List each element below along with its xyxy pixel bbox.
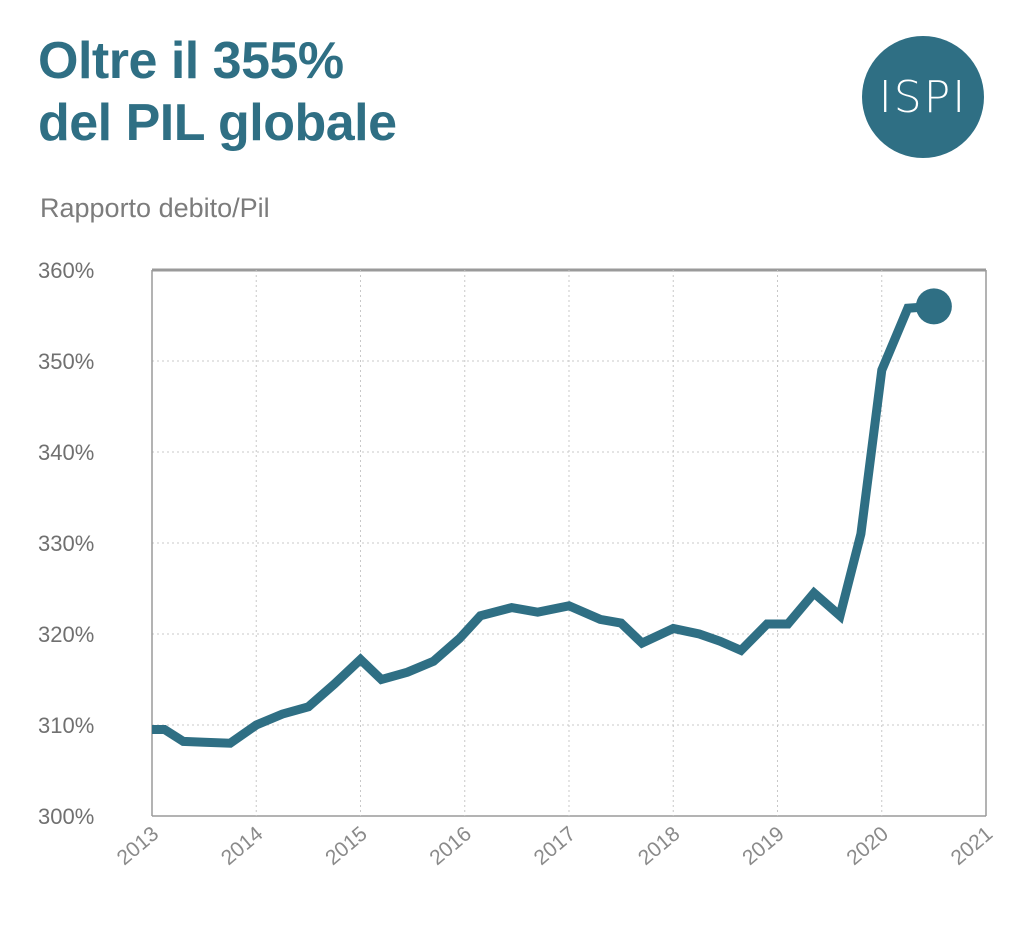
x-tick-label: 2014 [217,822,268,870]
series-endpoint-marker [915,288,952,325]
x-tick-label: 2020 [842,822,893,870]
x-tick-label: 2013 [113,822,164,870]
x-tick-label: 2017 [530,822,581,870]
y-tick-label: 300% [38,804,94,829]
x-tick-label: 2018 [634,822,685,870]
x-tick-label: 2016 [425,822,476,870]
y-tick-label: 330% [38,531,94,556]
y-tick-label: 320% [38,622,94,647]
y-tick-label: 340% [38,440,94,465]
ispi-logo: ISPI [862,36,984,158]
x-tick-label: 2015 [321,822,372,870]
title-line-1: Oltre il 355% [38,32,344,90]
y-tick-label: 310% [38,713,94,738]
title-line-2: del PIL globale [38,94,397,152]
x-tick-label: 2021 [947,822,998,870]
x-tick-label: 2019 [738,822,789,870]
chart-subtitle: Rapporto debito/Pil [40,193,270,223]
y-tick-label: 360% [38,258,94,283]
logo-text: ISPI [878,71,968,123]
page-title: Oltre il 355% del PIL globale [38,30,397,154]
series-line [152,301,935,748]
y-tick-label: 350% [38,349,94,374]
